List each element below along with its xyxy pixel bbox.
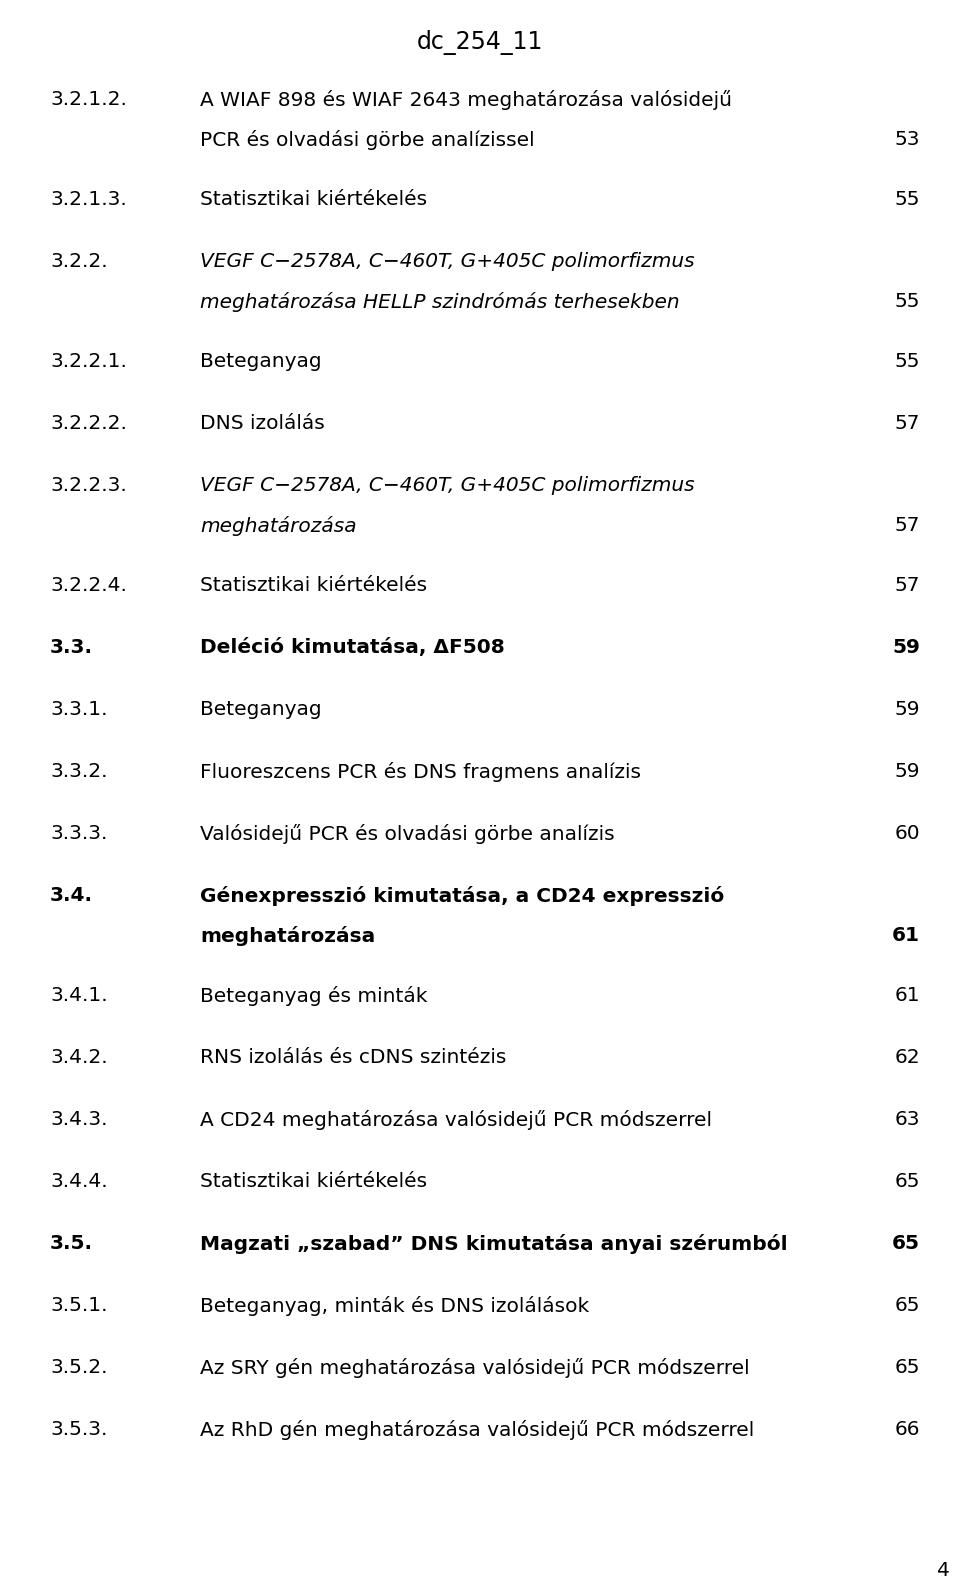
Text: 65: 65 <box>892 1235 920 1254</box>
Text: 55: 55 <box>895 352 920 371</box>
Text: 3.2.2.4.: 3.2.2.4. <box>50 576 127 595</box>
Text: Beteganyag és minták: Beteganyag és minták <box>200 986 427 1006</box>
Text: A WIAF 898 és WIAF 2643 meghatározása valósidejű: A WIAF 898 és WIAF 2643 meghatározása va… <box>200 91 732 110</box>
Text: Valósidejű PCR és olvadási görbe analízis: Valósidejű PCR és olvadási görbe analízi… <box>200 824 614 843</box>
Text: Beteganyag, minták és DNS izolálások: Beteganyag, minták és DNS izolálások <box>200 1297 589 1316</box>
Text: Beteganyag: Beteganyag <box>200 700 322 719</box>
Text: Az SRY gén meghatározása valósidejű PCR módszerrel: Az SRY gén meghatározása valósidejű PCR … <box>200 1359 750 1378</box>
Text: 4: 4 <box>937 1561 950 1580</box>
Text: 3.2.2.2.: 3.2.2.2. <box>50 414 127 433</box>
Text: 65: 65 <box>895 1359 920 1376</box>
Text: 59: 59 <box>892 638 920 657</box>
Text: A CD24 meghatározása valósidejű PCR módszerrel: A CD24 meghatározása valósidejű PCR móds… <box>200 1111 712 1130</box>
Text: meghatározása HELLP szindrómás terhesekben: meghatározása HELLP szindrómás terhesekb… <box>200 293 680 312</box>
Text: 3.3.: 3.3. <box>50 638 93 657</box>
Text: 60: 60 <box>895 824 920 843</box>
Text: RNS izolálás és cDNS szintézis: RNS izolálás és cDNS szintézis <box>200 1048 506 1068</box>
Text: 55: 55 <box>895 293 920 310</box>
Text: 59: 59 <box>895 762 920 781</box>
Text: meghatározása: meghatározása <box>200 926 375 947</box>
Text: Magzati „szabad” DNS kimutatása anyai szérumból: Magzati „szabad” DNS kimutatása anyai sz… <box>200 1235 787 1254</box>
Text: 3.4.2.: 3.4.2. <box>50 1048 108 1068</box>
Text: 57: 57 <box>895 576 920 595</box>
Text: 3.2.2.1.: 3.2.2.1. <box>50 352 127 371</box>
Text: 3.3.2.: 3.3.2. <box>50 762 108 781</box>
Text: 57: 57 <box>895 515 920 535</box>
Text: VEGF C−2578A, C−460T, G+405C polimorfizmus: VEGF C−2578A, C−460T, G+405C polimorfizm… <box>200 476 695 495</box>
Text: Fluoreszcens PCR és DNS fragmens analízis: Fluoreszcens PCR és DNS fragmens analízi… <box>200 762 641 783</box>
Text: VEGF C−2578A, C−460T, G+405C polimorfizmus: VEGF C−2578A, C−460T, G+405C polimorfizm… <box>200 251 695 270</box>
Text: 3.4.3.: 3.4.3. <box>50 1111 108 1130</box>
Text: 3.2.2.: 3.2.2. <box>50 251 108 270</box>
Text: 55: 55 <box>895 189 920 208</box>
Text: 66: 66 <box>895 1421 920 1438</box>
Text: 61: 61 <box>895 986 920 1006</box>
Text: PCR és olvadási görbe analízissel: PCR és olvadási görbe analízissel <box>200 130 535 150</box>
Text: 62: 62 <box>895 1048 920 1068</box>
Text: 3.2.1.2.: 3.2.1.2. <box>50 91 127 110</box>
Text: Beteganyag: Beteganyag <box>200 352 322 371</box>
Text: Az RhD gén meghatározása valósidejű PCR módszerrel: Az RhD gén meghatározása valósidejű PCR … <box>200 1421 755 1440</box>
Text: dc_254_11: dc_254_11 <box>417 30 543 56</box>
Text: Statisztikai kiértékelés: Statisztikai kiértékelés <box>200 576 427 595</box>
Text: Deléció kimutatása, ΔF508: Deléció kimutatása, ΔF508 <box>200 638 505 657</box>
Text: 3.4.1.: 3.4.1. <box>50 986 108 1006</box>
Text: 63: 63 <box>895 1111 920 1130</box>
Text: 3.3.1.: 3.3.1. <box>50 700 108 719</box>
Text: Statisztikai kiértékelés: Statisztikai kiértékelés <box>200 1173 427 1192</box>
Text: 3.2.1.3.: 3.2.1.3. <box>50 189 127 208</box>
Text: 3.5.: 3.5. <box>50 1235 93 1254</box>
Text: 3.4.4.: 3.4.4. <box>50 1173 108 1192</box>
Text: 3.5.3.: 3.5.3. <box>50 1421 108 1438</box>
Text: 3.4.: 3.4. <box>50 886 93 905</box>
Text: Statisztikai kiértékelés: Statisztikai kiértékelés <box>200 189 427 208</box>
Text: 65: 65 <box>895 1173 920 1192</box>
Text: 3.2.2.3.: 3.2.2.3. <box>50 476 127 495</box>
Text: 3.3.3.: 3.3.3. <box>50 824 108 843</box>
Text: 53: 53 <box>895 130 920 150</box>
Text: 57: 57 <box>895 414 920 433</box>
Text: 3.5.1.: 3.5.1. <box>50 1297 108 1316</box>
Text: 3.5.2.: 3.5.2. <box>50 1359 108 1376</box>
Text: Génexpresszió kimutatása, a CD24 expresszió: Génexpresszió kimutatása, a CD24 express… <box>200 886 724 905</box>
Text: DNS izolálás: DNS izolálás <box>200 414 324 433</box>
Text: 61: 61 <box>892 926 920 945</box>
Text: 65: 65 <box>895 1297 920 1316</box>
Text: meghatározása: meghatározása <box>200 515 356 536</box>
Text: 59: 59 <box>895 700 920 719</box>
